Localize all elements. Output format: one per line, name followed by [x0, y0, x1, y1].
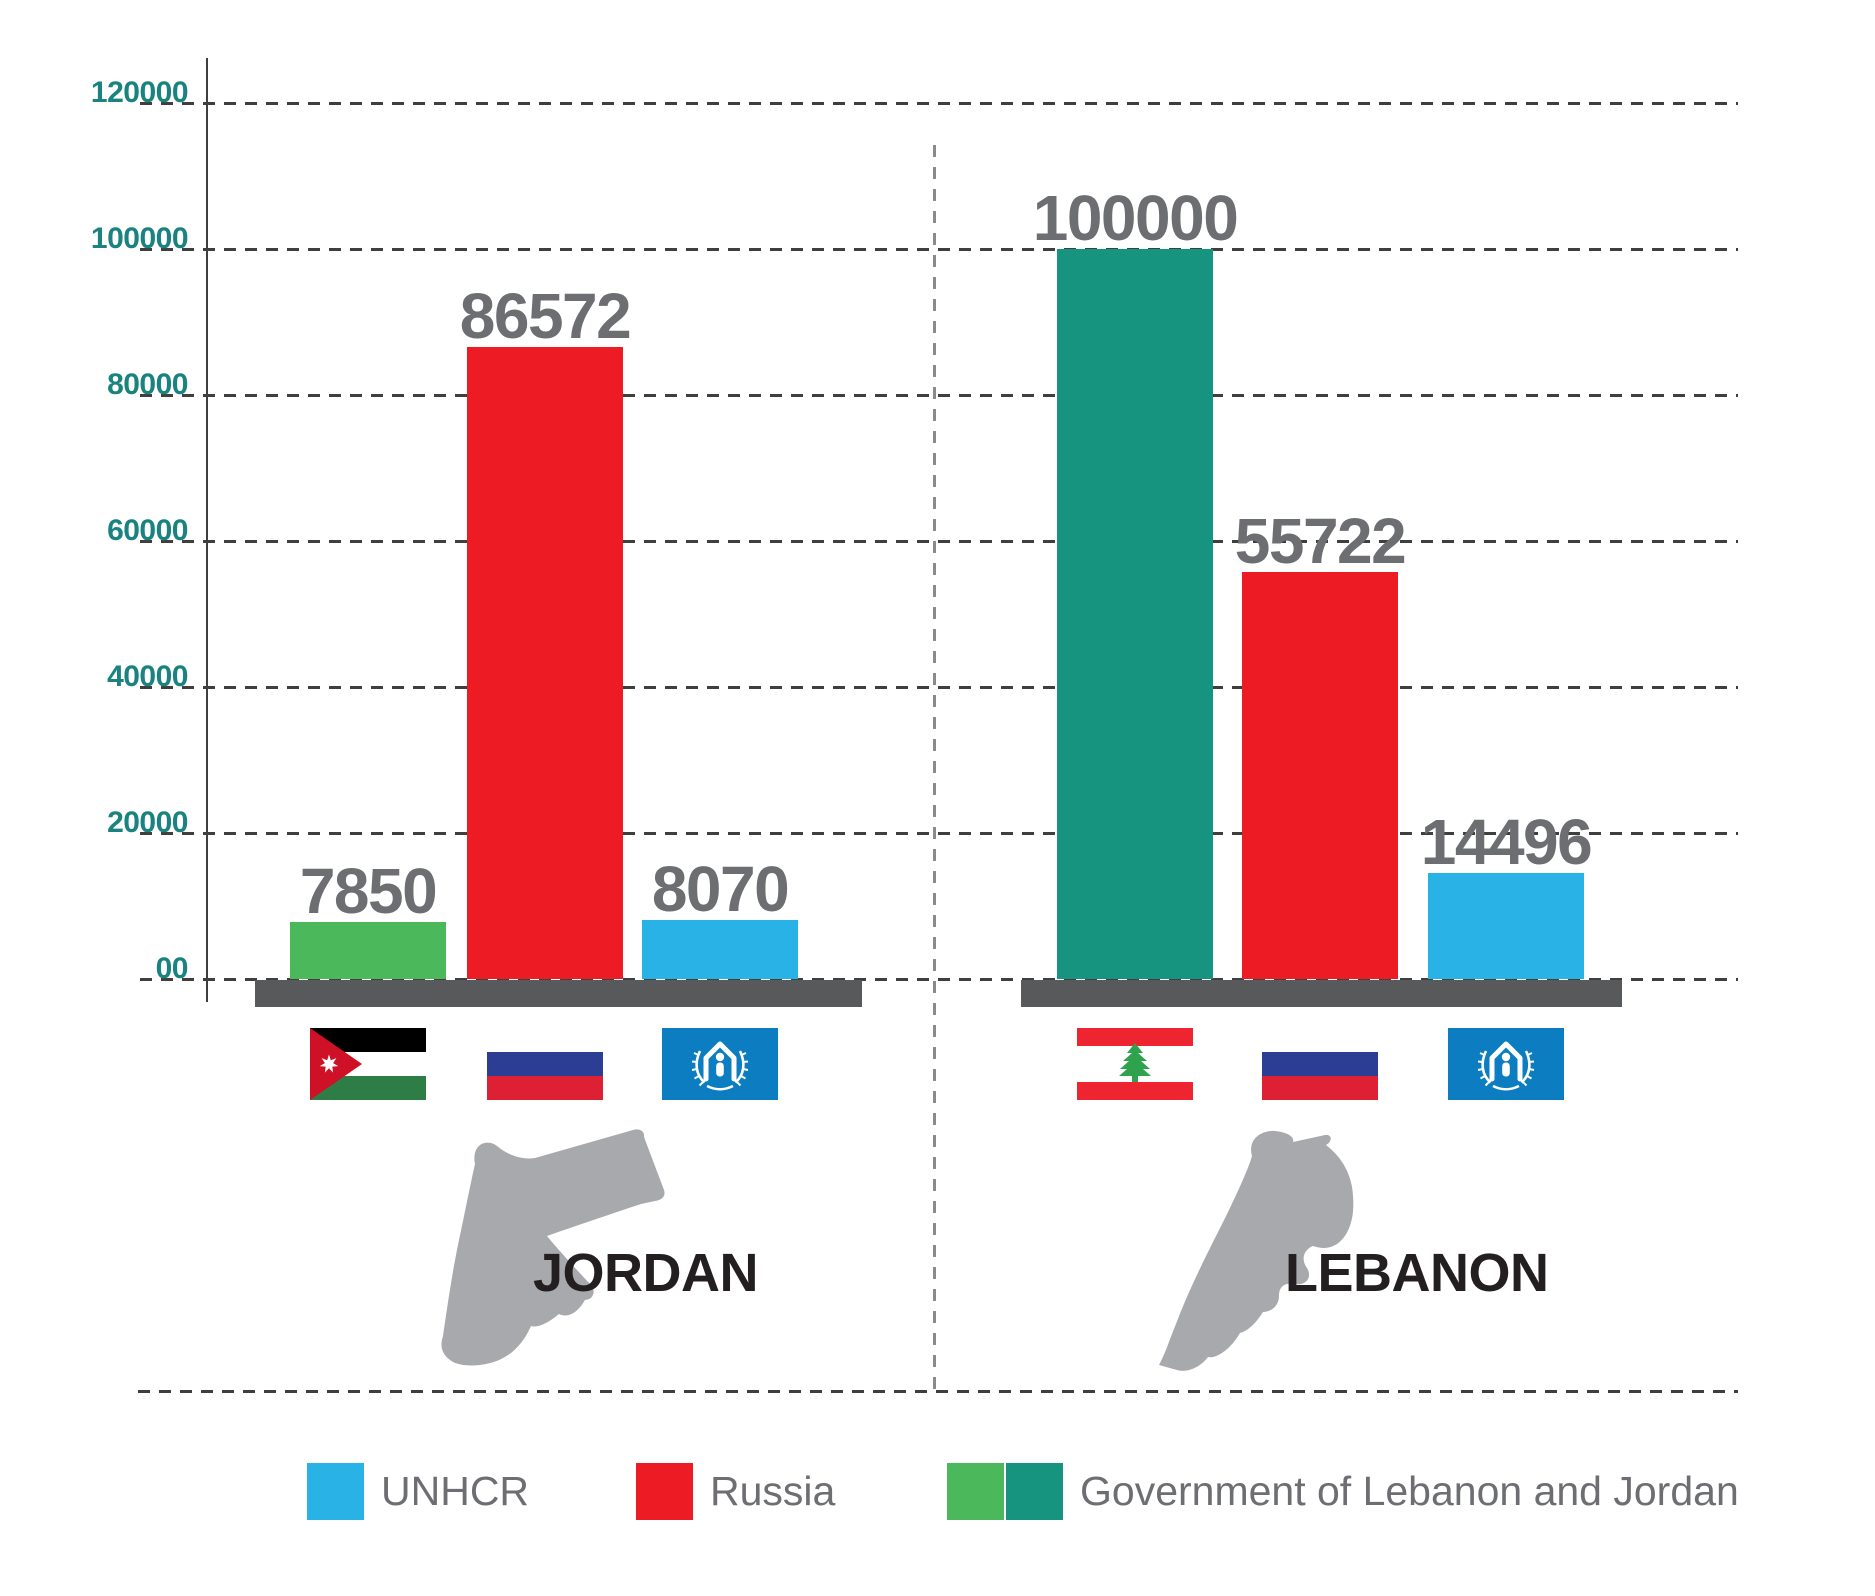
legend-swatch-russia	[636, 1463, 693, 1520]
gridline-20000	[140, 832, 1738, 835]
bar-value-label-100000: 100000	[1032, 182, 1239, 254]
y-tick-label-40000: 40000	[107, 660, 188, 693]
bar-lebanon-lebanon	[1057, 249, 1213, 979]
jordan-group-label: JORDAN	[533, 1243, 759, 1303]
legend-color-russia_red	[636, 1463, 693, 1520]
legend-item-unhcr: UNHCR	[307, 1463, 529, 1520]
legend-label-russia: Russia	[710, 1468, 836, 1514]
bar-lebanon-russia	[1242, 572, 1398, 979]
jordan-map-silhouette	[435, 1128, 665, 1368]
baseline-lebanon	[1021, 980, 1622, 1007]
flag-unhcr-icon	[662, 1028, 778, 1100]
lebanon-map-silhouette	[1155, 1128, 1355, 1371]
gridline-120000	[140, 102, 1738, 105]
flag-unhcr-icon	[1448, 1028, 1564, 1100]
flag-lebanon-icon	[1077, 1028, 1193, 1100]
gridline-40000	[140, 686, 1738, 689]
flag-jordan-icon	[310, 1028, 426, 1100]
bar-value-label-86572: 86572	[459, 280, 632, 352]
y-tick-label-100000: 100000	[90, 222, 189, 255]
gridline-80000	[140, 394, 1738, 397]
legend-label-government: Government of Lebanon and Jordan	[1080, 1468, 1739, 1514]
bar-value-label-55722: 55722	[1234, 505, 1407, 577]
bar-lebanon-unhcr	[1428, 873, 1584, 979]
bar-value-label-8070: 8070	[651, 853, 790, 925]
bar-value-label-14496: 14496	[1420, 806, 1593, 878]
y-tick-label-80000: 80000	[107, 368, 188, 401]
y-tick-label-20000: 20000	[107, 806, 188, 839]
legend-color-unhcr_blue	[307, 1463, 364, 1520]
legend-label-unhcr: UNHCR	[381, 1468, 530, 1514]
y-tick-label-120000: 120000	[90, 76, 189, 109]
flag-russia-icon	[1262, 1028, 1378, 1100]
y-tick-label-0: 00	[155, 952, 189, 985]
gridline-100000	[140, 248, 1738, 251]
lebanon-group-label: LEBANON	[1285, 1243, 1549, 1303]
legend-item-russia: Russia	[636, 1463, 835, 1520]
bar-value-label-7850: 7850	[299, 855, 438, 927]
y-tick-label-60000: 60000	[107, 514, 188, 547]
legend-color-gov_teal	[1006, 1463, 1063, 1520]
bottom-border-line	[138, 1390, 1738, 1393]
gridline-60000	[140, 540, 1738, 543]
bar-jordan-jordan	[290, 922, 446, 979]
legend-swatch-unhcr	[307, 1463, 364, 1520]
y-axis-line	[206, 58, 208, 1002]
legend-item-government: Government of Lebanon and Jordan	[947, 1463, 1739, 1520]
flag-russia-icon	[487, 1028, 603, 1100]
baseline-jordan	[255, 980, 862, 1007]
bar-jordan-unhcr	[642, 920, 798, 979]
group-divider-line	[933, 145, 936, 1392]
bar-jordan-russia	[467, 347, 623, 979]
legend-swatch-government	[947, 1463, 1063, 1520]
gridline-0	[140, 978, 1738, 981]
legend-color-gov_green	[947, 1463, 1004, 1520]
